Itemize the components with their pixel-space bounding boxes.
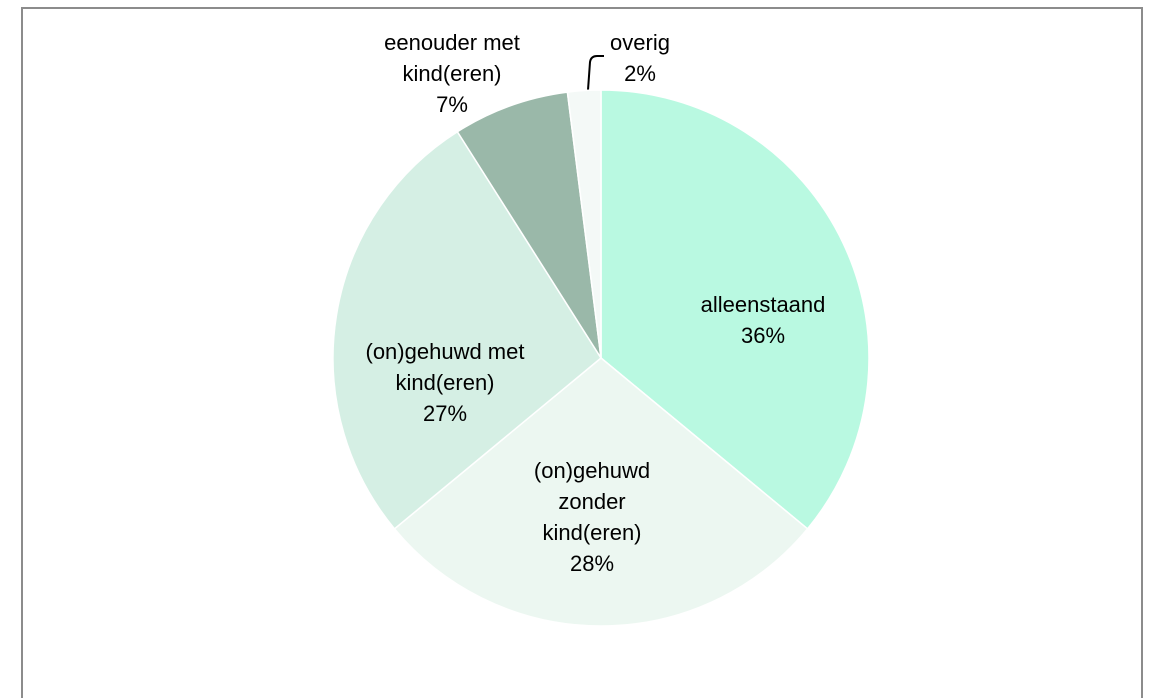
- pie-slice: [393, 357, 809, 627]
- slice-label: alleenstaand: [701, 292, 826, 317]
- value-label: 27%: [423, 401, 467, 426]
- slice-label: overig: [610, 30, 670, 55]
- value-label: 28%: [570, 551, 614, 576]
- pie-slice: [600, 89, 870, 530]
- value-label: 2%: [624, 61, 656, 86]
- value-label: 36%: [741, 323, 785, 348]
- value-label: 7%: [436, 92, 468, 117]
- pie-slice: [456, 91, 602, 359]
- slice-label: (on)gehuwd zonder kind(eren): [534, 458, 650, 545]
- slice-label: (on)gehuwd met kind(eren): [366, 339, 525, 395]
- leader-line: [587, 55, 604, 91]
- pie-slice: [566, 89, 602, 359]
- pie-slice: [332, 130, 602, 530]
- slice-label: eenouder met kind(eren): [384, 30, 520, 86]
